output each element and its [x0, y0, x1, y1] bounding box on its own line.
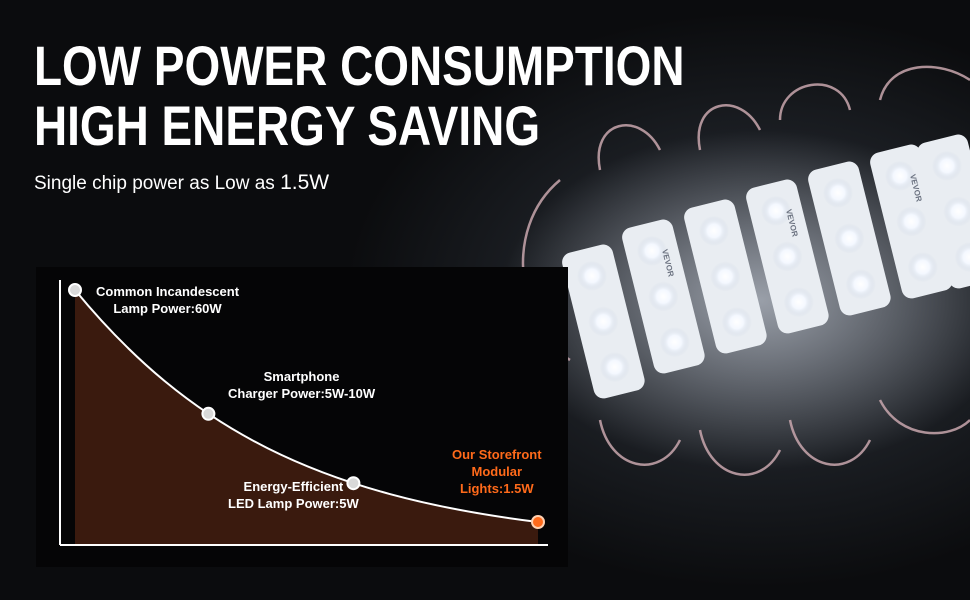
page-title: LOW POWER CONSUMPTION HIGH ENERGY SAVING: [34, 36, 685, 156]
chart-curve: [74, 289, 539, 523]
subhead-value: 1.5W: [280, 171, 330, 194]
marker-smartphone-charger: [201, 406, 216, 421]
point-label-led-lamp: Energy-Efficient LED Lamp Power:5W: [228, 479, 359, 511]
point-label-incandescent: Common Incandescent Lamp Power:60W: [96, 284, 240, 316]
marker-incandescent: [68, 283, 82, 297]
point-label-smartphone-charger: Smartphone Charger Power:5W-10W: [228, 369, 376, 401]
chart-area-fill: [75, 290, 538, 545]
subhead-prefix: Single chip power as Low as: [34, 173, 281, 194]
point-label-storefront-lights: Our Storefront Modular Lights:1.5W: [452, 447, 542, 496]
headline-line-1: LOW POWER CONSUMPTION: [34, 34, 685, 97]
headline-line-2: HIGH ENERGY SAVING: [34, 94, 541, 157]
marker-storefront-lights: [531, 515, 545, 529]
subheadline: Single chip power as Low as 1.5W: [34, 171, 329, 195]
marker-led-lamp: [346, 476, 361, 491]
